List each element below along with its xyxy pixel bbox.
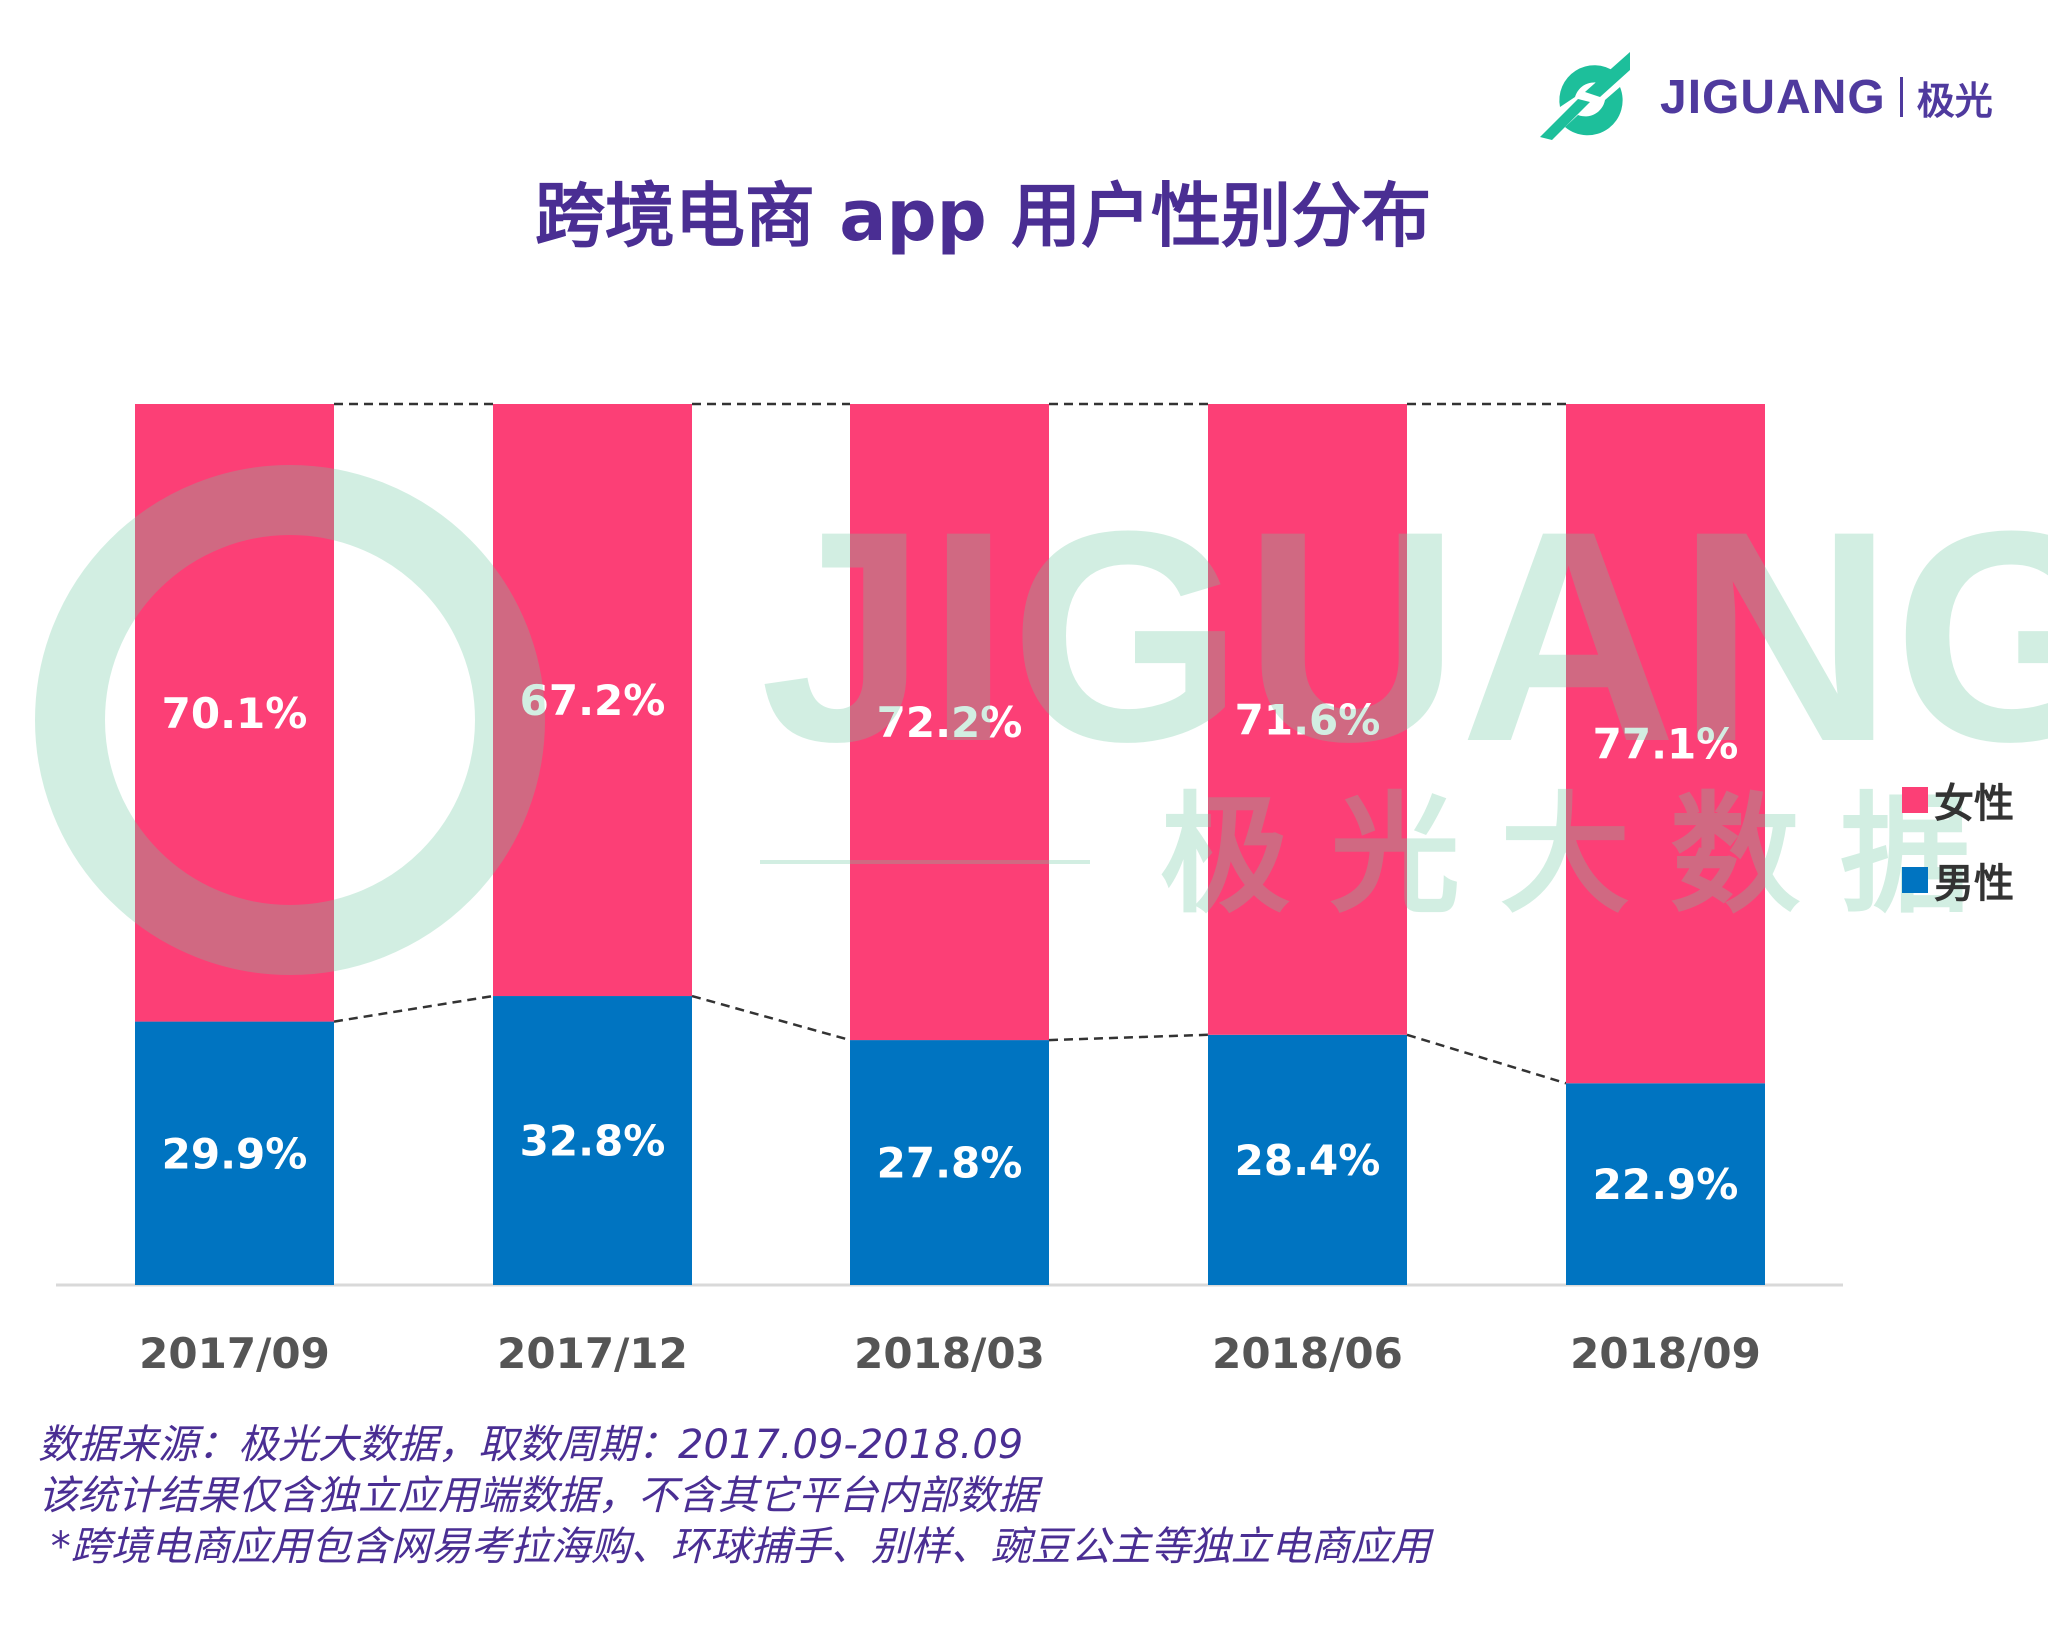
connector-line-split <box>1406 1033 1567 1085</box>
legend-item-male: 男性 <box>1902 855 2014 907</box>
logo-divider <box>1899 77 1903 117</box>
x-tick-label: 2017/12 <box>497 1329 688 1378</box>
footnote-source: 数据来源：极光大数据，取数周期：2017.09-2018.09 <box>38 1422 1024 1468</box>
data-label-female: 77.1% <box>1593 720 1739 769</box>
bar-male <box>850 1040 1049 1285</box>
legend-swatch-female <box>1902 787 1928 813</box>
logo-text: JIGUANG <box>1660 70 1886 124</box>
data-label-male: 22.9% <box>1593 1160 1739 1209</box>
footnote-apps: *跨境电商应用包含网易考拉海购、环球捕手、别样、豌豆公主等独立电商应用 <box>38 1524 1431 1570</box>
connector-line-split <box>691 994 851 1042</box>
bar-female <box>850 404 1049 1041</box>
legend-item-female: 女性 <box>1902 775 2014 827</box>
logo-cn-text: 极光 <box>1916 78 1993 123</box>
x-tick-label: 2018/09 <box>1570 1329 1761 1378</box>
data-label-female: 72.2% <box>877 698 1023 747</box>
footnotes: 数据来源：极光大数据，取数周期：2017.09-2018.09 该统计结果仅含独… <box>38 1420 1431 1573</box>
data-label-male: 32.8% <box>520 1117 666 1166</box>
data-label-male: 29.9% <box>162 1129 308 1178</box>
legend-label-male: 男性 <box>1934 861 2014 907</box>
data-label-female: 67.2% <box>520 676 666 725</box>
bar-female <box>1566 404 1765 1084</box>
data-label-male: 27.8% <box>877 1139 1023 1188</box>
legend: 女性 男性 <box>1902 775 2014 935</box>
bar-female <box>135 404 334 1022</box>
legend-swatch-male <box>1902 867 1928 893</box>
chart-title: 跨境电商 app 用户性别分布 <box>534 175 1432 257</box>
legend-label-female: 女性 <box>1934 781 2014 827</box>
bar-female <box>1208 404 1407 1035</box>
jiguang-logo: JIGUANG 极光 <box>1540 52 1993 142</box>
bar-female <box>493 404 692 997</box>
footnote-scope: 该统计结果仅含独立应用端数据，不含其它平台内部数据 <box>38 1473 1038 1519</box>
connector-line-split <box>333 994 494 1023</box>
connector-line-split <box>1048 1033 1209 1042</box>
bar-male <box>1566 1083 1765 1285</box>
data-label-female: 71.6% <box>1235 695 1381 744</box>
x-tick-label: 2018/06 <box>1212 1329 1403 1378</box>
jiguang-logo-icon <box>1540 52 1630 140</box>
x-tick-label: 2018/03 <box>854 1329 1045 1378</box>
data-label-male: 28.4% <box>1235 1136 1381 1185</box>
data-label-female: 70.1% <box>162 689 308 738</box>
bar-male <box>493 996 692 1285</box>
bar-male <box>1208 1034 1407 1285</box>
bar-male <box>135 1021 334 1285</box>
x-tick-label: 2017/09 <box>139 1329 330 1378</box>
